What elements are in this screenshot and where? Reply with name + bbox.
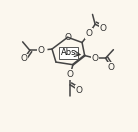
Text: O: O xyxy=(99,24,106,33)
Text: Abs: Abs xyxy=(61,48,76,57)
Text: O: O xyxy=(64,33,71,42)
Text: O: O xyxy=(108,63,115,72)
Text: O: O xyxy=(75,86,82,95)
Text: O: O xyxy=(86,29,93,38)
Text: O: O xyxy=(20,54,27,63)
Text: O: O xyxy=(37,46,44,55)
Text: O: O xyxy=(92,54,99,63)
Text: O: O xyxy=(67,70,74,79)
